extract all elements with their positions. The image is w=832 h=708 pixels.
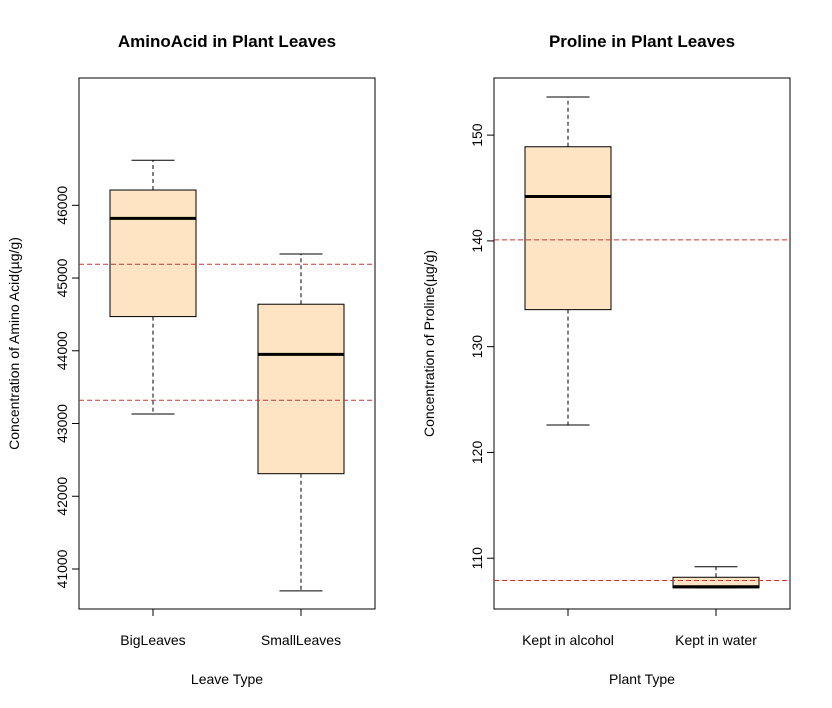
y-tick-label: 45000 [54,258,70,297]
x-axis-label: Leave Type [191,671,263,687]
box-bigleaves [109,159,197,415]
chart-title: AminoAcid in Plant Leaves [118,32,336,51]
y-tick-label: 44000 [54,331,70,370]
y-axis: 41000 42000 43000 44000 45000 46000 [54,186,80,588]
y-tick-label: 41000 [54,549,70,588]
box-smallleaves [257,253,345,592]
reference-lines [79,263,375,401]
x-axis: BigLeaves SmallLeaves [120,609,341,648]
y-axis: 110 120 130 140 150 [469,123,495,570]
chart-title: Proline in Plant Leaves [549,32,735,51]
y-tick-label: 140 [469,229,485,253]
amino-acid-panel: AminoAcid in Plant Leaves Leave Type Con… [6,32,376,687]
proline-panel: Proline in Plant Leaves Plant Type Conce… [421,32,791,687]
box-series [109,159,345,592]
y-tick-label: 120 [469,441,485,465]
y-tick-label: 130 [469,335,485,359]
x-tick-label: Kept in water [675,632,757,648]
box-kept-in-water [672,566,760,589]
y-tick-label: 43000 [54,404,70,443]
x-axis: Kept in alcohol Kept in water [522,609,757,648]
y-tick-label: 150 [469,123,485,147]
iqr-box [524,146,612,311]
box-kept-in-alcohol [524,96,612,426]
x-tick-label: Kept in alcohol [522,632,614,648]
y-axis-label: Concentration of Amino Acid(µg/g) [6,237,22,450]
y-tick-label: 110 [469,547,485,570]
reference-lines [494,239,790,581]
x-axis-label: Plant Type [609,671,675,687]
box-series [524,96,760,589]
x-tick-label: BigLeaves [120,632,185,648]
y-tick-label: 46000 [54,186,70,225]
iqr-box [109,189,197,318]
y-axis-label: Concentration of Proline(µg/g) [421,250,437,437]
x-tick-label: SmallLeaves [261,632,341,648]
y-tick-label: 42000 [54,477,70,516]
iqr-box [257,303,345,475]
